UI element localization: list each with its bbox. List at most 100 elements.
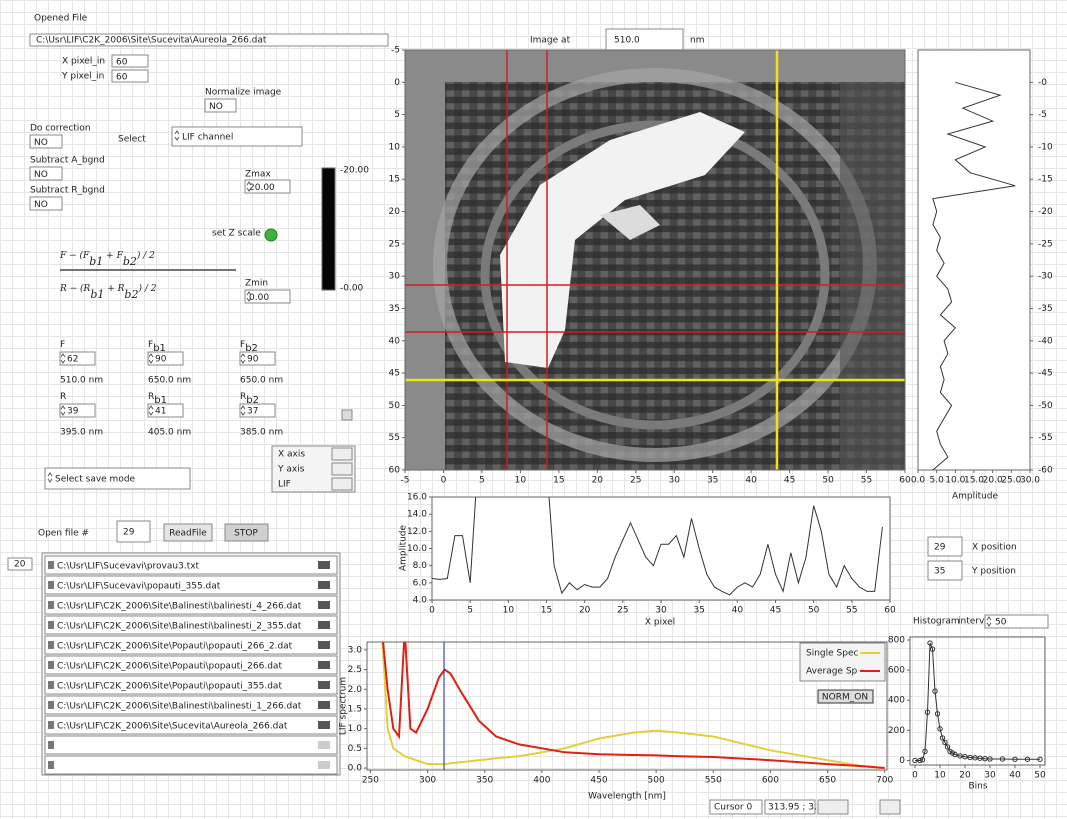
cursor-name[interactable]: Cursor 0 [714, 803, 752, 813]
browse-icon[interactable] [318, 661, 330, 669]
file-row[interactable] [45, 756, 337, 774]
x-axis-label: X pixel [645, 618, 675, 628]
file-path[interactable]: C:\Usr\LIF\C2K_2006\Site\Sucevita\Aureol… [57, 722, 288, 732]
label: X pixel_in [62, 57, 105, 67]
x-tick-label: 60 [899, 476, 911, 486]
led[interactable] [265, 229, 277, 241]
numeric[interactable]: 90 [247, 355, 259, 365]
x-tick-label: 350 [476, 776, 493, 786]
legend-icon[interactable] [332, 448, 352, 460]
numeric[interactable]: 60 [116, 58, 128, 68]
x-tick-label: 35 [707, 476, 718, 486]
toggle-button[interactable]: NO [34, 170, 48, 180]
file-row[interactable] [45, 736, 337, 754]
x-tick-label: 250 [362, 776, 379, 786]
file-path[interactable]: C:\Usr\LIF\C2K_2006\Site\Popauti\popauti… [57, 662, 282, 672]
profile-line [915, 643, 1040, 761]
wavelength: 510.0 nm [60, 376, 103, 386]
wavelength: 385.0 nm [240, 428, 283, 438]
browse-icon[interactable] [318, 701, 330, 709]
y-tick-label: 10 [389, 142, 401, 152]
legend-entry: X axis [278, 450, 305, 460]
formula-part: b1 [89, 255, 103, 268]
browse-icon[interactable] [318, 761, 330, 769]
legend-icon[interactable] [332, 478, 352, 490]
label: Y position [971, 567, 1016, 577]
numeric[interactable]: 62 [67, 355, 78, 365]
x-axis-label: Amplitude [952, 492, 999, 502]
toggle-button[interactable]: NO [34, 200, 48, 210]
x-tick-label: 20.0 [983, 476, 1003, 486]
file-path[interactable]: C:\Usr\LIF\Sucevavi\provau3.txt [57, 562, 200, 572]
label: Subtract R_bgnd [30, 186, 105, 196]
toggle-button[interactable]: NO [209, 102, 223, 112]
browse-icon[interactable] [318, 581, 330, 589]
channel-name-main: F [60, 340, 65, 350]
label: Normalize image [205, 88, 282, 98]
file-path[interactable]: C:\Usr\LIF\Sucevavi\popauti_355.dat [57, 582, 221, 592]
file-path[interactable]: C:\Usr\LIF\C2K_2006\Site\Popauti\popauti… [57, 682, 282, 692]
browse-icon[interactable] [318, 621, 330, 629]
file-path[interactable]: C:\Usr\LIF\C2K_2006\Site\Balinesti\balin… [57, 622, 302, 632]
path-text[interactable]: C:\Usr\LIF\C2K_2006\Site\Sucevita\Aureol… [36, 36, 267, 46]
numeric[interactable]: 0.00 [249, 293, 269, 303]
button-label[interactable]: NORM_ON [822, 693, 868, 703]
browse-icon[interactable] [318, 601, 330, 609]
y-tick-label: -25 [1038, 239, 1053, 249]
y-tick-label: 16.0 [407, 493, 427, 503]
x-tick-label: 40 [732, 606, 744, 616]
button-label[interactable]: STOP [234, 529, 258, 539]
numeric[interactable]: 35 [934, 567, 945, 577]
x-axis-label: Bins [968, 782, 987, 792]
formula-part: + F [103, 251, 123, 261]
graph-tools[interactable] [880, 800, 900, 814]
y-tick-label: -60 [1038, 466, 1053, 476]
index: 20 [14, 560, 26, 570]
browse-icon[interactable] [318, 721, 330, 729]
file-path[interactable]: C:\Usr\LIF\C2K_2006\Site\Popauti\popauti… [57, 642, 293, 652]
formula-part: b2 [124, 288, 138, 301]
numeric[interactable]: 41 [155, 407, 166, 417]
x-tick-label: 400 [533, 776, 550, 786]
button-label[interactable]: ReadFile [169, 529, 207, 539]
numeric[interactable]: 60 [116, 73, 128, 83]
browse-icon[interactable] [318, 681, 330, 689]
path-icon [48, 761, 54, 769]
browse-icon[interactable] [318, 641, 330, 649]
dropdown-value[interactable]: LIF channel [182, 133, 233, 143]
numeric[interactable]: 90 [155, 355, 167, 365]
browse-icon[interactable] [318, 561, 330, 569]
toggle-button[interactable]: NO [34, 138, 48, 148]
x-tick-label: 50 [808, 606, 820, 616]
y-tick-label: 30 [389, 272, 401, 282]
x-tick-label: 450 [590, 776, 607, 786]
numeric[interactable]: 29 [123, 528, 135, 538]
file-path[interactable]: C:\Usr\LIF\C2K_2006\Site\Balinesti\balin… [57, 602, 302, 612]
y-tick-label: 5 [394, 110, 400, 120]
channel-name-main: R [60, 392, 66, 402]
y-tick-label: 20 [389, 207, 401, 217]
cursor-tools[interactable] [818, 800, 848, 814]
numeric[interactable]: 29 [934, 543, 946, 553]
x-tick-label: -5 [401, 476, 410, 486]
zoom-tool[interactable] [342, 410, 352, 420]
numeric[interactable]: 20.00 [249, 183, 275, 193]
numeric[interactable]: 50 [995, 618, 1007, 628]
numeric[interactable]: 37 [247, 407, 258, 417]
y-tick-label: 2.5 [348, 665, 362, 675]
file-path[interactable]: C:\Usr\LIF\C2K_2006\Site\Balinesti\balin… [57, 702, 302, 712]
numeric[interactable]: 510.0 [614, 36, 640, 46]
path-icon [48, 561, 54, 569]
browse-icon[interactable] [318, 741, 330, 749]
y-tick-label: -0 [1038, 78, 1047, 88]
x-tick-label: 0 [441, 476, 447, 486]
numeric[interactable]: 39 [67, 407, 79, 417]
dropdown-value[interactable]: Select save mode [55, 475, 136, 485]
x-axis-label: Wavelength [nm] [588, 792, 666, 802]
y-tick-label: -40 [1038, 336, 1053, 346]
y-tick-label: 6.0 [413, 578, 428, 588]
legend-icon[interactable] [332, 463, 352, 475]
x-tick-label: 550 [705, 776, 722, 786]
x-tick-label: 60 [884, 606, 896, 616]
x-tick-label: 0.0 [911, 476, 926, 486]
